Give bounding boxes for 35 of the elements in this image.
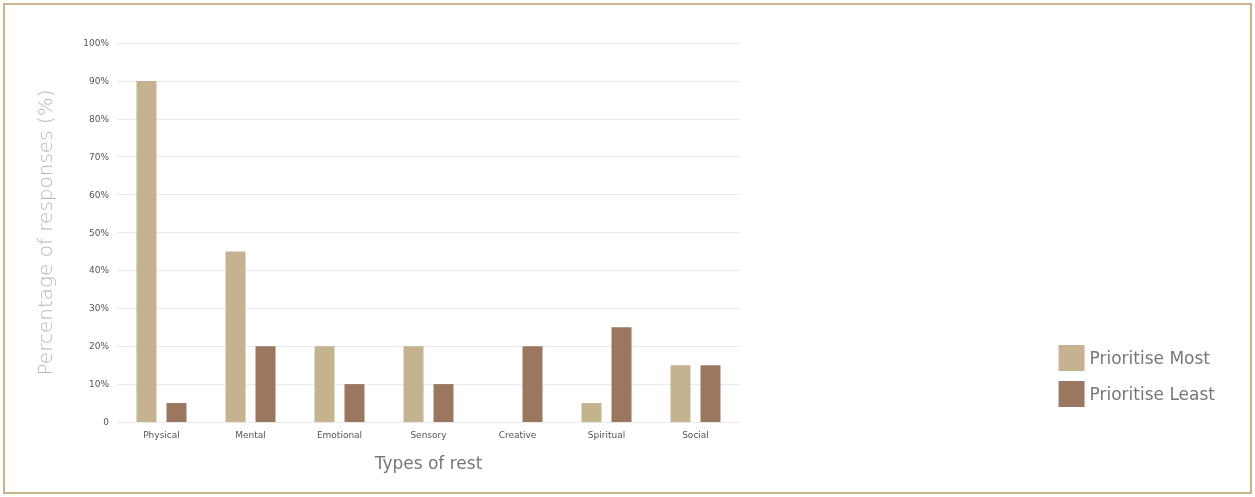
y-tick-label: 80% [88,113,110,124]
bar [700,365,721,422]
x-tick-label: Physical [143,429,180,440]
x-tick-label: Mental [235,429,266,440]
y-axis-title: Percentage of responses (%) [33,89,57,376]
y-tick-label: 30% [88,303,110,314]
y-tick-label: 70% [88,151,110,162]
bar [403,346,424,422]
x-tick-label: Sensory [410,429,448,440]
legend-label: Prioritise Least [1089,384,1216,404]
x-tick-label: Emotional [316,429,363,440]
y-tick-label: 20% [88,341,110,352]
bar [314,346,335,422]
y-tick-label: 90% [88,75,110,86]
y-tick-label: 50% [88,227,110,238]
bar [225,251,246,422]
y-tick-label: 10% [88,379,110,390]
bar [433,384,454,422]
x-tick-label: Creative [498,429,537,440]
x-axis-title: Types of rest [373,452,483,473]
bar [136,80,157,422]
y-tick-label: 100% [83,38,110,48]
bar [522,346,543,422]
y-tick-label: 60% [88,189,110,200]
bar [581,403,602,422]
x-tick-label: Social [682,429,709,440]
x-tick-label: Spiritual [587,429,626,440]
bar [166,403,187,422]
y-tick-label: 40% [88,265,110,276]
y-tick-label: 0 [103,417,110,427]
bar [344,384,365,422]
bar [611,327,632,422]
bar [670,365,691,422]
bar [255,346,276,422]
legend-label: Prioritise Most [1089,348,1211,368]
